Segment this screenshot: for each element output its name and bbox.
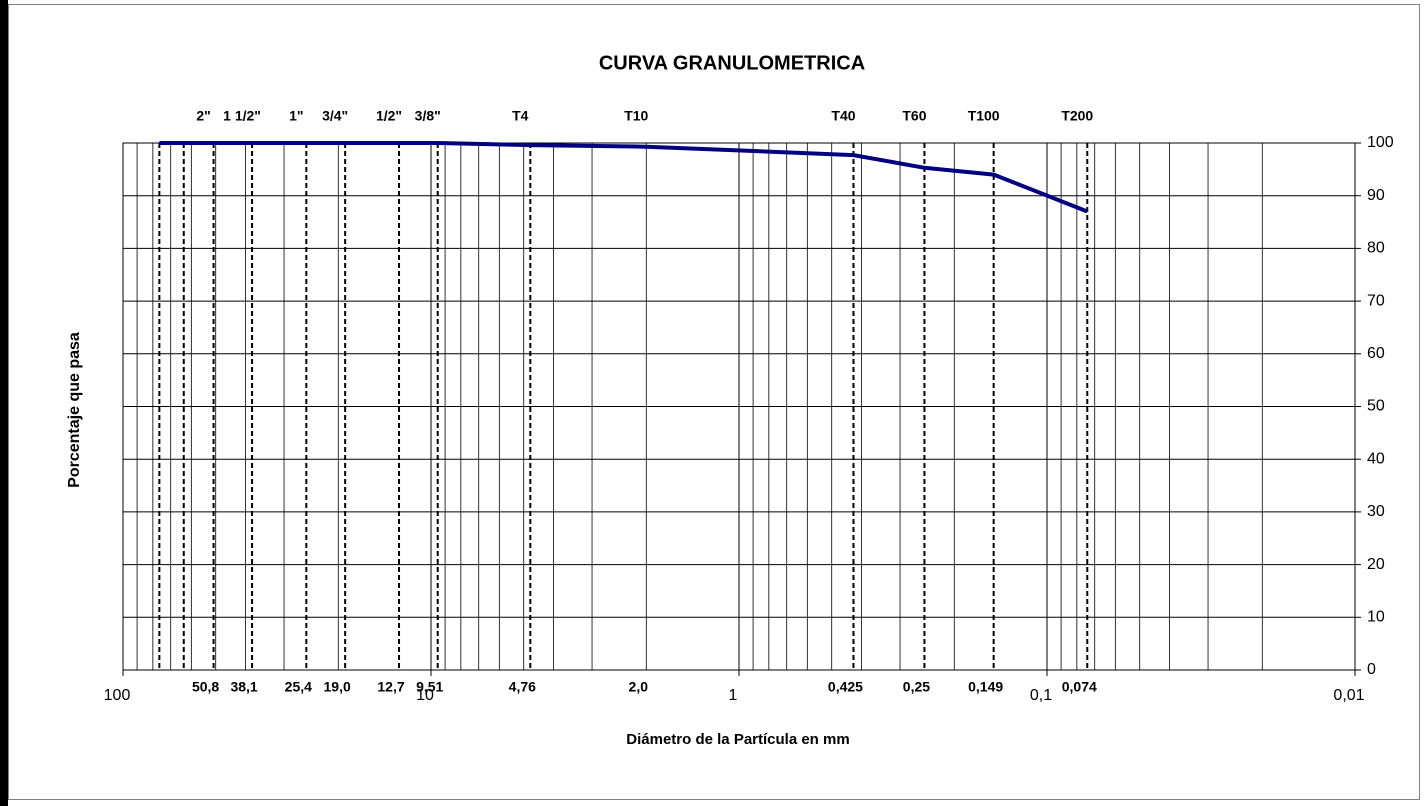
x-tick-label: 10 [416, 687, 434, 704]
x-tick-label: 0,01 [1333, 687, 1364, 704]
diameter-label: 9,51 [416, 679, 443, 695]
sieve-label: 3/8" [415, 108, 441, 124]
y-tick-label: 60 [1367, 345, 1385, 362]
diameter-label: 12,7 [377, 679, 404, 695]
chart-border [8, 4, 1420, 800]
diameter-label: 50,8 [192, 679, 219, 695]
sieve-label: T100 [968, 108, 1000, 124]
diameter-label: 2,0 [629, 679, 649, 695]
y-tick-label: 90 [1367, 187, 1385, 204]
diameter-label: 0,25 [903, 679, 930, 695]
sieve-label: T4 [512, 108, 529, 124]
diameter-label: 38,1 [230, 679, 257, 695]
y-axis-label: Porcentaje que pasa [66, 332, 83, 488]
plot-frame [122, 142, 1356, 671]
diameter-label: 19,0 [324, 679, 351, 695]
x-tick-label: 100 [104, 687, 131, 704]
y-tick-label: 70 [1367, 292, 1385, 309]
sieve-label: 2" [196, 108, 210, 124]
x-tick-label: 0,1 [1030, 687, 1052, 704]
y-tick-label: 40 [1367, 450, 1385, 467]
y-tick-label: 10 [1367, 609, 1385, 626]
y-tick-label: 50 [1367, 398, 1385, 415]
sieve-label: 1 1/2" [223, 108, 261, 124]
y-tick-label: 80 [1367, 240, 1385, 257]
diameter-label: 25,4 [285, 679, 312, 695]
sieve-label: 3/4" [322, 108, 348, 124]
sieve-label: T200 [1061, 108, 1093, 124]
x-tick-label: 1 [729, 687, 738, 704]
diameter-label: 0,425 [828, 679, 863, 695]
left-edge [0, 0, 8, 806]
curve [159, 141, 1089, 214]
diameter-label: 4,76 [509, 679, 536, 695]
diameter-label: 0,074 [1062, 679, 1097, 695]
sieve-label: T60 [902, 108, 926, 124]
sieve-label: 1" [289, 108, 303, 124]
sieve-label: T10 [624, 108, 648, 124]
chart-title: CURVA GRANULOMETRICA [599, 52, 865, 74]
y-tick-label: 30 [1367, 503, 1385, 520]
diameter-label: 0,149 [968, 679, 1003, 695]
y-tick-label: 20 [1367, 556, 1385, 573]
x-axis-label: Diámetro de la Partícula en mm [626, 731, 849, 748]
sieve-label: T40 [831, 108, 855, 124]
y-tick-label: 0 [1367, 661, 1376, 678]
sieve-label: 1/2" [376, 108, 402, 124]
y-tick-label: 100 [1367, 134, 1394, 151]
